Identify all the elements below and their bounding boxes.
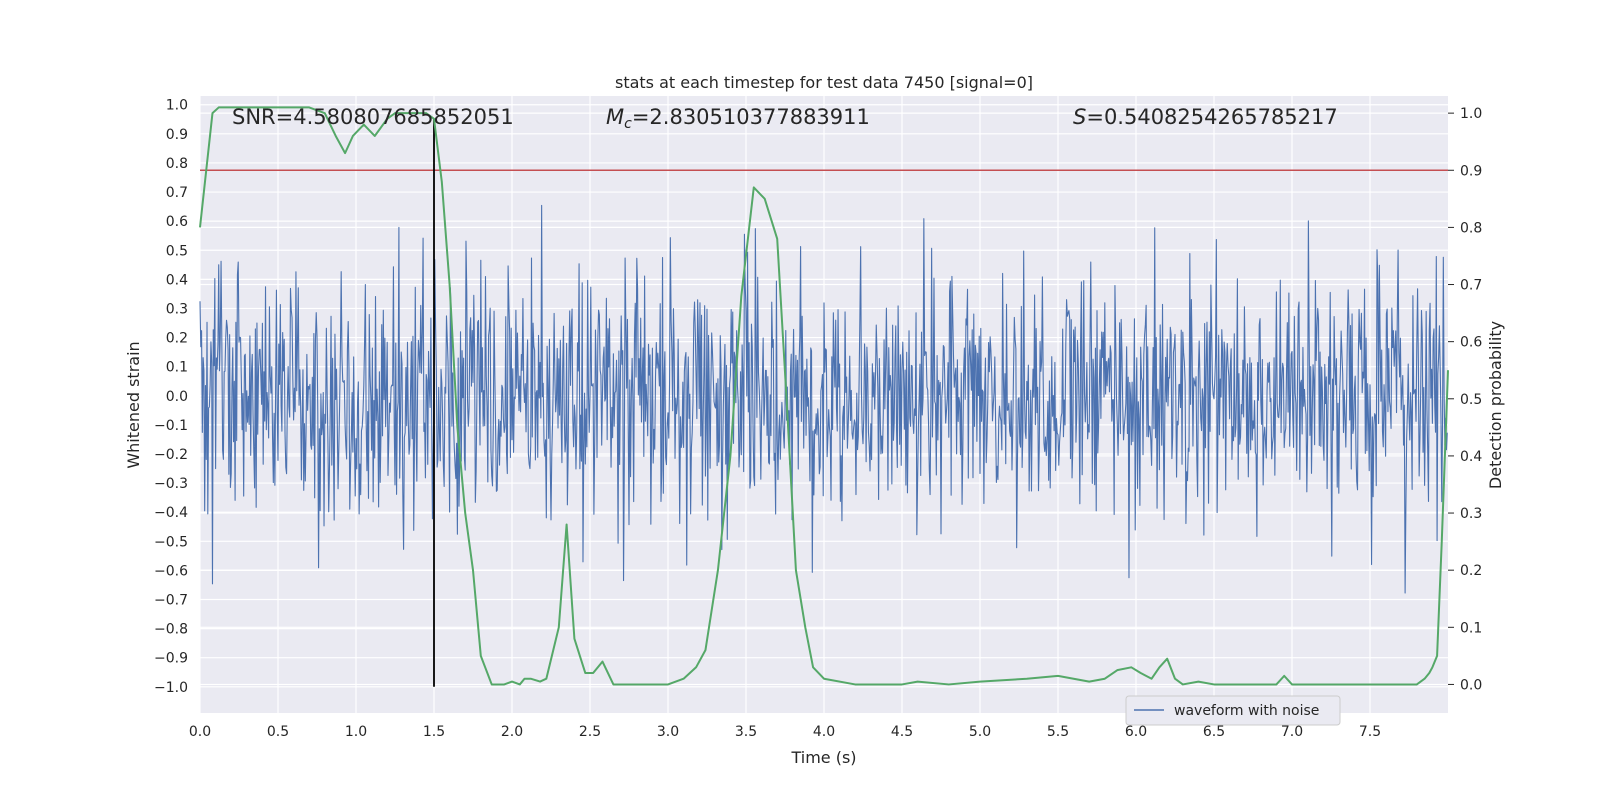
x-axis-ticks: 0.0 0.5 1.0 1.5 2.0 2.5 3.0 3.5 4.0 4.5 5.0 5.5 6.0 6… xyxy=(189,724,1381,740)
x-tick-label: 2.0 xyxy=(501,724,523,740)
x-tick-label: 7.5 xyxy=(1359,724,1381,740)
right-tick-label: 1.0 xyxy=(1460,106,1482,122)
x-tick-label: 3.0 xyxy=(657,724,679,740)
right-tick-label: 0.6 xyxy=(1460,335,1482,351)
spin-annotation: S=0.5408254265785217 xyxy=(1073,105,1338,129)
x-tick-label: 5.5 xyxy=(1047,724,1069,740)
y-tick-label: −0.5 xyxy=(154,534,188,550)
x-tick-label: 7.0 xyxy=(1281,724,1303,740)
right-axis-label: Detection probability xyxy=(1486,321,1505,489)
y-axis-ticks: 1.0 0.9 0.8 0.7 0.6 0.5 0.4 0.3 0.2 0.1 0.0 −0.1 −0.… xyxy=(154,98,188,696)
y-tick-label: 1.0 xyxy=(166,98,188,114)
y-tick-label: −0.1 xyxy=(154,418,188,434)
x-tick-label: 0.5 xyxy=(267,724,289,740)
y-tick-label: 0.5 xyxy=(166,243,188,259)
x-tick-label: 0.0 xyxy=(189,724,211,740)
x-tick-label: 1.5 xyxy=(423,724,445,740)
x-tick-label: 6.5 xyxy=(1203,724,1225,740)
y-tick-label: 0.3 xyxy=(166,301,188,317)
chirp-mass-value: =2.830510377883911 xyxy=(632,105,870,129)
y-tick-label: −0.6 xyxy=(154,563,188,579)
x-tick-label: 1.0 xyxy=(345,724,367,740)
right-tick-label: 0.9 xyxy=(1460,163,1482,179)
y-axis-label: Whitened strain xyxy=(124,341,143,468)
x-tick-label: 2.5 xyxy=(579,724,601,740)
y-tick-label: 0.8 xyxy=(166,156,188,172)
x-tick-label: 6.0 xyxy=(1125,724,1147,740)
chirp-mass-annotation: Mc=2.830510377883911 xyxy=(606,105,870,132)
right-tick-label: 0.8 xyxy=(1460,220,1482,236)
x-axis-label: Time (s) xyxy=(790,748,856,767)
x-tick-label: 5.0 xyxy=(969,724,991,740)
spin-symbol: S xyxy=(1073,105,1086,129)
chart-title: stats at each timestep for test data 745… xyxy=(615,73,1033,92)
right-tick-label: 0.7 xyxy=(1460,278,1482,294)
y-tick-label: 0.0 xyxy=(166,389,188,405)
x-tick-label: 4.0 xyxy=(813,724,835,740)
right-tick-label: 0.2 xyxy=(1460,563,1482,579)
y-tick-label: −0.7 xyxy=(154,592,188,608)
right-tick-label: 0.4 xyxy=(1460,449,1482,465)
spin-value: =0.5408254265785217 xyxy=(1086,105,1337,129)
legend: waveform with noise xyxy=(1125,695,1341,726)
right-tick-label: 0.3 xyxy=(1460,506,1482,522)
y-tick-label: −0.3 xyxy=(154,476,188,492)
x-tick-label: 4.5 xyxy=(891,724,913,740)
y-tick-label: 0.7 xyxy=(166,185,188,201)
y-tick-label: −1.0 xyxy=(154,680,188,696)
y-tick-label: −0.2 xyxy=(154,447,188,463)
waveform-series xyxy=(199,204,1448,594)
y-tick-label: 0.2 xyxy=(166,331,188,347)
y-tick-label: −0.8 xyxy=(154,622,188,638)
y-tick-label: 0.4 xyxy=(166,272,188,288)
snr-annotation: SNR=4.580807685852051 xyxy=(232,105,514,129)
chirp-mass-subscript: c xyxy=(624,116,632,132)
probability-path xyxy=(199,106,1449,686)
right-tick-label: 0.0 xyxy=(1460,677,1482,693)
probability-series xyxy=(199,106,1449,686)
x-tick-label: 3.5 xyxy=(735,724,757,740)
right-tick-label: 0.5 xyxy=(1460,392,1482,408)
right-tick-label: 0.1 xyxy=(1460,620,1482,636)
y-tick-label: −0.9 xyxy=(154,651,188,667)
y-tick-label: 0.9 xyxy=(166,127,188,143)
chirp-mass-symbol: M xyxy=(606,105,624,129)
y-tick-label: 0.1 xyxy=(166,360,188,376)
legend-label: waveform with noise xyxy=(1174,703,1319,719)
waveform-path xyxy=(199,204,1448,594)
y-tick-label: 0.6 xyxy=(166,214,188,230)
legend-box xyxy=(1125,695,1341,726)
y-tick-label: −0.4 xyxy=(154,505,188,521)
right-axis-ticks: 1.0 0.9 0.8 0.7 0.6 0.5 0.4 0.3 0.2 0.1 0.0 xyxy=(1448,106,1482,693)
